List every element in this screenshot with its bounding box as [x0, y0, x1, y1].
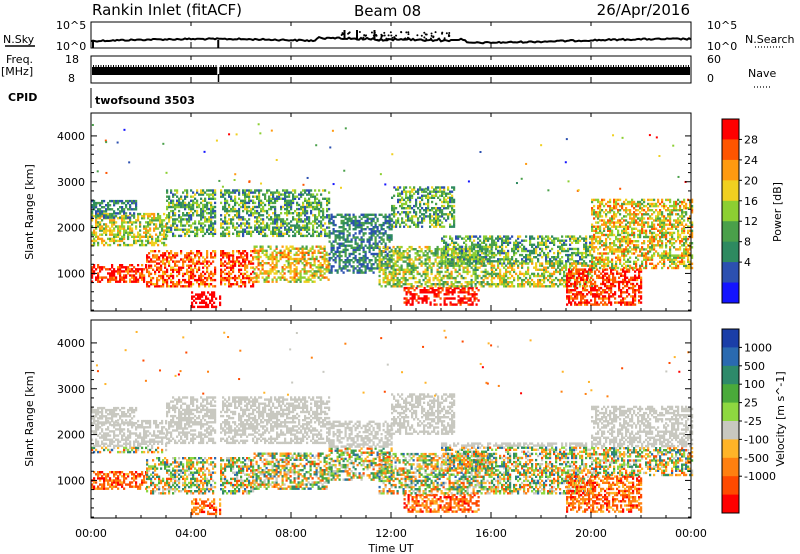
- slant-range-tick-label: 1000: [57, 474, 85, 487]
- colorbar-tick-label: -1000: [744, 470, 776, 483]
- colorbar-swatch: [722, 282, 739, 304]
- time-tick-label: 16:00: [475, 527, 507, 540]
- colorbar-tick-label: 16: [744, 195, 758, 208]
- colorbar-tick-label: 25: [744, 397, 758, 410]
- freq-label: Freq.: [6, 53, 33, 66]
- noise-tick-high: 10^5: [56, 19, 86, 32]
- time-tick-label: 12:00: [375, 527, 407, 540]
- colorbar-tick-label: 500: [744, 360, 765, 373]
- colorbar-tick-label: 20: [744, 174, 758, 187]
- noise-tick-low: 10^0: [56, 40, 86, 53]
- slant-range-tick-label: 1000: [57, 267, 85, 280]
- colorbar-tick-label: 100: [744, 378, 765, 391]
- colorbar-swatch: [722, 139, 739, 161]
- nave-tick-low: 0: [707, 72, 714, 85]
- cpid-label: CPID: [8, 91, 37, 104]
- nave-tick-high: 60: [707, 53, 721, 66]
- velocity-colorbar: 1000 500 100 25 -25 -100 -500 -1000: [721, 328, 776, 514]
- colorbar-swatch: [722, 180, 739, 202]
- colorbar-swatch: [722, 262, 739, 284]
- colorbar-swatch: [722, 421, 739, 440]
- frequency-panel: Freq. [MHz] 18 8 60 0 Nave: [1, 53, 776, 88]
- time-axis: 00:00 04:00 08:00 12:00 16:00 20:00 00:00: [75, 22, 707, 540]
- colorbar-tick-label: -500: [744, 452, 769, 465]
- nsky-label: N.Sky: [3, 33, 35, 46]
- colorbar-tick-label: 24: [744, 154, 758, 167]
- power-colorbar: 28 24 20 16 12 8 4: [721, 118, 758, 304]
- colorbar-swatch: [722, 200, 739, 222]
- colorbar-swatch: [722, 494, 739, 514]
- colorbar-tick-label: -25: [744, 415, 762, 428]
- slant-range-tick-label: 2000: [57, 429, 85, 442]
- noise-right-tick-high: 10^5: [707, 19, 737, 32]
- slant-range-tick-label: 4000: [57, 130, 85, 143]
- station-title: Rankin Inlet (fitACF): [92, 1, 242, 19]
- time-xlabel: Time UT: [367, 542, 413, 554]
- slant-range-tick-label: 4000: [57, 337, 85, 350]
- beam-title: Beam 08: [354, 2, 421, 20]
- colorbar-swatch: [722, 457, 739, 477]
- slant-range-tick-label: 2000: [57, 222, 85, 235]
- colorbar-tick-label: 4: [744, 256, 751, 269]
- nave-label: Nave: [748, 67, 776, 80]
- nsearch-label: N.Search: [745, 33, 795, 46]
- time-tick-label: 04:00: [175, 527, 207, 540]
- colorbar-swatch: [722, 365, 739, 385]
- colorbar-swatch: [722, 439, 739, 459]
- power-heatmap: [91, 123, 694, 309]
- colorbar-swatch: [722, 384, 739, 404]
- velocity-colorbar-label: Velocity [m s^-1]: [774, 371, 787, 466]
- freq-tick-low: 8: [68, 72, 75, 85]
- colorbar-tick-label: 1000: [744, 341, 772, 354]
- power-ylabel: Slant Range [km]: [23, 164, 36, 260]
- velocity-panel: 1000 2000 3000 4000 Slant Range [km]: [23, 319, 694, 519]
- colorbar-swatch: [722, 241, 739, 263]
- colorbar-tick-label: -100: [744, 433, 769, 446]
- cpid-value: twofsound 3503: [95, 94, 195, 107]
- time-tick-label: 00:00: [75, 527, 107, 540]
- colorbar-swatch: [722, 221, 739, 243]
- noise-right-tick-low: 10^0: [707, 40, 737, 53]
- freq-unit-label: [MHz]: [1, 65, 33, 78]
- colorbar-swatch: [722, 329, 739, 348]
- slant-range-tick-label: 3000: [57, 176, 85, 189]
- noise-panel: N.Sky 10^5 10^0 10^5 10^0 N.Search: [3, 19, 795, 53]
- colorbar-tick-label: 28: [744, 133, 758, 146]
- colorbar-tick-label: 12: [744, 215, 758, 228]
- time-tick-label: 00:00: [675, 527, 707, 540]
- colorbar-tick-label: 8: [744, 236, 751, 249]
- freq-tick-high: 18: [65, 53, 79, 66]
- colorbar-swatch: [722, 402, 739, 422]
- time-tick-label: 08:00: [275, 527, 307, 540]
- velocity-ylabel: Slant Range [km]: [23, 371, 36, 467]
- power-colorbar-label: Power [dB]: [771, 182, 784, 242]
- colorbar-swatch: [722, 476, 739, 496]
- power-panel: 1000 2000 3000 4000 Slant Range [km]: [23, 112, 694, 312]
- date-title: 26/Apr/2016: [597, 1, 690, 19]
- slant-range-tick-label: 3000: [57, 383, 85, 396]
- velocity-heatmap: [91, 329, 694, 516]
- colorbar-swatch: [722, 159, 739, 181]
- cpid-panel: CPID twofsound 3503: [8, 88, 195, 108]
- colorbar-swatch: [722, 347, 739, 367]
- time-tick-label: 20:00: [575, 527, 607, 540]
- colorbar-swatch: [722, 119, 739, 140]
